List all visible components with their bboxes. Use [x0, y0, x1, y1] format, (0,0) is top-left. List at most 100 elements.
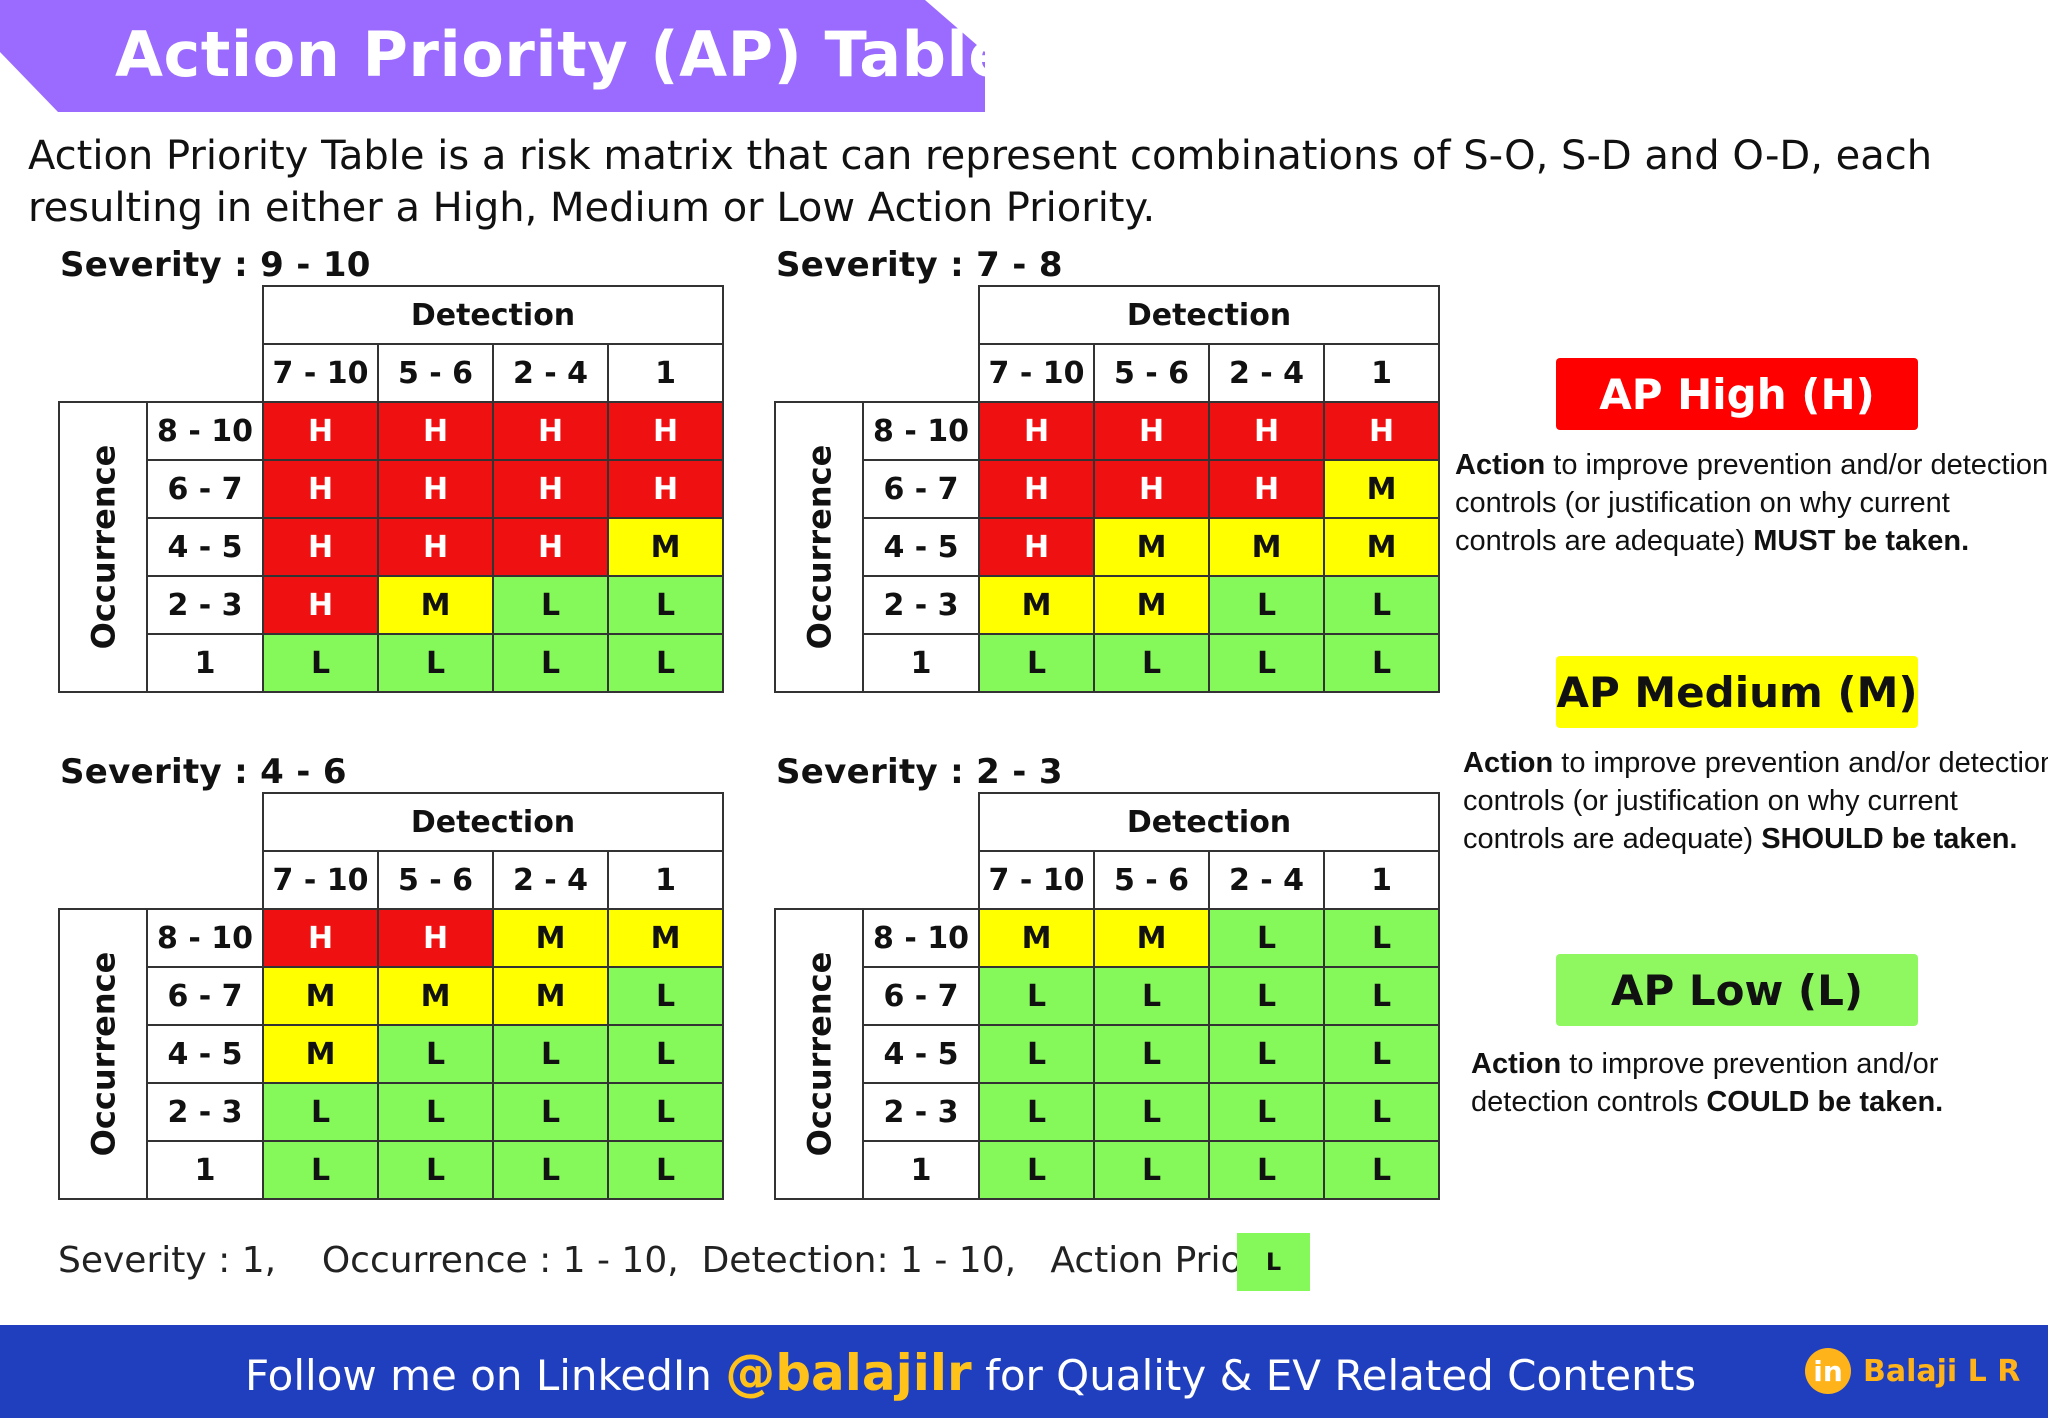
ap-cell: H	[377, 401, 494, 461]
ap-cell: H	[1093, 459, 1210, 519]
occurrence-header: Occurrence	[774, 401, 864, 693]
detection-range-header: 2 - 4	[1208, 343, 1325, 403]
ap-medium-badge: AP Medium (M)	[1556, 656, 1918, 728]
ap-cell: H	[262, 575, 379, 635]
ap-low-badge: AP Low (L)	[1556, 954, 1918, 1026]
ap-cell: L	[1208, 575, 1325, 635]
occurrence-range-header: 4 - 5	[862, 517, 980, 577]
detection-range-header: 5 - 6	[377, 343, 494, 403]
ap-cell: M	[607, 908, 724, 968]
ap-cell: L	[262, 1082, 379, 1142]
ap-cell: L	[978, 966, 1095, 1026]
ap-low-description: Action to improve prevention and/or dete…	[1471, 1045, 2031, 1121]
linkedin-handle[interactable]: @balajilr	[725, 1344, 972, 1402]
ap-cell: L	[492, 575, 609, 635]
occurrence-range-header: 4 - 5	[862, 1024, 980, 1084]
ap-cell: L	[1208, 1082, 1325, 1142]
ap-cell: H	[1323, 401, 1440, 461]
detection-header: Detection	[978, 792, 1440, 852]
ap-cell: L	[1323, 1140, 1440, 1200]
ap-cell: M	[1093, 575, 1210, 635]
ap-cell: L	[1208, 1024, 1325, 1084]
ap-cell: L	[607, 633, 724, 693]
occurrence-range-header: 1	[862, 1140, 980, 1200]
severity-label: Severity : 9 - 10	[60, 245, 371, 285]
ap-medium-desc-text: to improve prevention and/or detection c…	[1463, 747, 2048, 855]
ap-cell: H	[377, 459, 494, 519]
occurrence-range-header: 8 - 10	[862, 401, 980, 461]
ap-cell: L	[607, 966, 724, 1026]
ap-low-desc-bold-start: Action	[1471, 1048, 1562, 1080]
severity-label: Severity : 2 - 3	[776, 752, 1063, 792]
occurrence-range-header: 6 - 7	[146, 459, 264, 519]
occurrence-range-header: 6 - 7	[862, 966, 980, 1026]
detection-range-header: 1	[1323, 850, 1440, 910]
ap-cell: M	[978, 575, 1095, 635]
detection-range-header: 7 - 10	[978, 343, 1095, 403]
ap-cell: L	[1323, 966, 1440, 1026]
brand-name: Balaji L R	[1863, 1353, 2021, 1389]
ap-cell: L	[377, 633, 494, 693]
ap-cell: L	[1323, 1082, 1440, 1142]
ap-cell: M	[1323, 459, 1440, 519]
ap-cell: H	[262, 401, 379, 461]
ap-cell: L	[607, 1082, 724, 1142]
ap-cell: L	[978, 633, 1095, 693]
occurrence-label: Occurrence	[84, 951, 123, 1157]
detection-header: Detection	[262, 285, 724, 345]
ap-cell: M	[377, 575, 494, 635]
occurrence-range-header: 1	[862, 633, 980, 693]
ap-cell: L	[1093, 1082, 1210, 1142]
ap-high-badge: AP High (H)	[1556, 358, 1918, 430]
occurrence-range-header: 8 - 10	[146, 908, 264, 968]
linkedin-icon: in	[1805, 1348, 1851, 1394]
detection-range-header: 7 - 10	[978, 850, 1095, 910]
detection-range-header: 7 - 10	[262, 343, 379, 403]
title-banner	[0, 0, 985, 112]
ap-cell: L	[1093, 1024, 1210, 1084]
ap-cell: H	[1208, 459, 1325, 519]
detection-range-header: 2 - 4	[1208, 850, 1325, 910]
footer-bar	[0, 1325, 2048, 1418]
follow-suffix: for Quality & EV Related Contents	[971, 1351, 1697, 1400]
ap-cell: H	[377, 517, 494, 577]
ap-cell: L	[607, 575, 724, 635]
occurrence-range-header: 4 - 5	[146, 517, 264, 577]
ap-cell: M	[1208, 517, 1325, 577]
ap-high-desc-bold-end: MUST be taken.	[1753, 525, 1970, 557]
ap-cell: H	[492, 459, 609, 519]
detection-range-header: 2 - 4	[492, 850, 609, 910]
ap-cell: M	[262, 966, 379, 1026]
occurrence-range-header: 1	[146, 633, 264, 693]
ap-cell: H	[262, 517, 379, 577]
ap-cell: L	[1323, 575, 1440, 635]
ap-cell: L	[1093, 1140, 1210, 1200]
ap-cell: M	[1323, 517, 1440, 577]
brand[interactable]: in Balaji L R	[1805, 1348, 2020, 1394]
ap-cell: L	[377, 1082, 494, 1142]
ap-cell: L	[1208, 1140, 1325, 1200]
ap-cell: H	[492, 517, 609, 577]
ap-cell: M	[492, 966, 609, 1026]
ap-cell: L	[1093, 633, 1210, 693]
occurrence-label: Occurrence	[800, 444, 839, 650]
ap-high-desc-bold-start: Action	[1455, 449, 1546, 481]
detection-range-header: 1	[1323, 343, 1440, 403]
occurrence-range-header: 6 - 7	[862, 459, 980, 519]
detection-range-header: 5 - 6	[1093, 343, 1210, 403]
ap-cell: M	[978, 908, 1095, 968]
ap-cell: L	[607, 1140, 724, 1200]
ap-cell: L	[978, 1082, 1095, 1142]
ap-cell: M	[492, 908, 609, 968]
ap-cell: H	[1208, 401, 1325, 461]
ap-cell: L	[1093, 966, 1210, 1026]
occurrence-header: Occurrence	[58, 401, 148, 693]
detection-range-header: 1	[607, 343, 724, 403]
ap-cell: H	[978, 459, 1095, 519]
severity-label: Severity : 4 - 6	[60, 752, 347, 792]
ap-cell: L	[1323, 1024, 1440, 1084]
ap-cell: M	[607, 517, 724, 577]
ap-cell: L	[492, 633, 609, 693]
occurrence-range-header: 2 - 3	[146, 1082, 264, 1142]
ap-cell: H	[262, 908, 379, 968]
